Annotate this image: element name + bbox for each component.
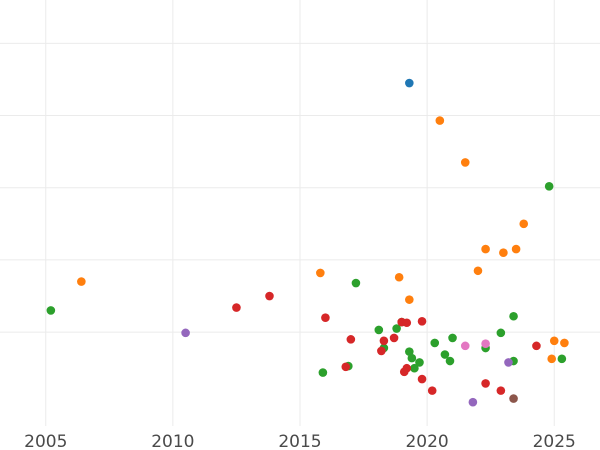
data-point-red	[321, 313, 330, 322]
data-point-red	[532, 341, 541, 351]
data-point-purple	[468, 397, 478, 407]
data-point-purple	[181, 328, 190, 338]
data-point-green	[351, 278, 361, 288]
data-point-orange	[547, 354, 556, 364]
data-point-pink	[460, 341, 470, 351]
data-point-green	[496, 328, 506, 338]
data-point-green	[318, 368, 328, 377]
data-point-orange	[435, 116, 445, 125]
data-point-green	[410, 363, 419, 373]
data-point-orange	[77, 277, 86, 286]
data-point-green	[430, 338, 440, 348]
x-tick-label: 2005	[24, 432, 67, 450]
x-tick-label: 2010	[151, 432, 194, 450]
data-point-orange	[549, 336, 559, 346]
data-point-green	[392, 324, 401, 333]
data-point-orange	[481, 244, 490, 254]
data-point-green	[448, 333, 457, 343]
data-point-green	[557, 354, 567, 364]
data-point-green	[374, 325, 384, 335]
data-point-green	[509, 311, 518, 321]
data-point-red	[496, 386, 506, 395]
data-point-red	[402, 363, 412, 373]
x-gridlines	[45, 0, 555, 426]
data-point-orange	[473, 266, 483, 276]
data-point-green	[440, 350, 450, 359]
data-point-purple	[504, 358, 513, 367]
data-point-green	[544, 181, 554, 191]
data-point-red	[481, 379, 490, 388]
data-point-red	[377, 346, 386, 356]
data-point-red	[346, 335, 356, 344]
data-point-blue	[405, 78, 414, 88]
data-point-green	[407, 353, 417, 363]
data-points	[46, 78, 569, 407]
data-point-green	[405, 347, 414, 356]
data-point-red	[417, 317, 427, 326]
data-point-brown	[509, 394, 518, 403]
x-tick-label: 2015	[278, 432, 321, 450]
data-point-orange	[394, 272, 404, 282]
data-point-orange	[499, 248, 508, 258]
data-point-red	[341, 362, 351, 372]
x-tick-label: 2020	[405, 432, 448, 450]
data-point-orange	[316, 268, 325, 278]
data-point-orange	[511, 244, 521, 254]
data-point-orange	[460, 158, 470, 167]
data-point-red	[265, 291, 274, 301]
data-point-red	[417, 374, 427, 384]
data-point-green	[46, 306, 56, 315]
data-point-red	[379, 336, 389, 346]
data-point-green	[415, 358, 424, 367]
data-point-red	[389, 333, 399, 343]
data-point-red	[427, 386, 437, 395]
data-point-green	[445, 356, 455, 366]
data-point-pink	[481, 339, 490, 348]
data-point-orange	[519, 219, 529, 229]
x-tick-label: 2025	[533, 432, 576, 450]
data-point-orange	[405, 295, 414, 304]
x-tick-labels: 2005 2010 2015 2020 2025	[24, 432, 576, 450]
data-point-orange	[560, 338, 569, 348]
data-point-red	[402, 318, 412, 328]
data-point-red	[232, 303, 241, 312]
